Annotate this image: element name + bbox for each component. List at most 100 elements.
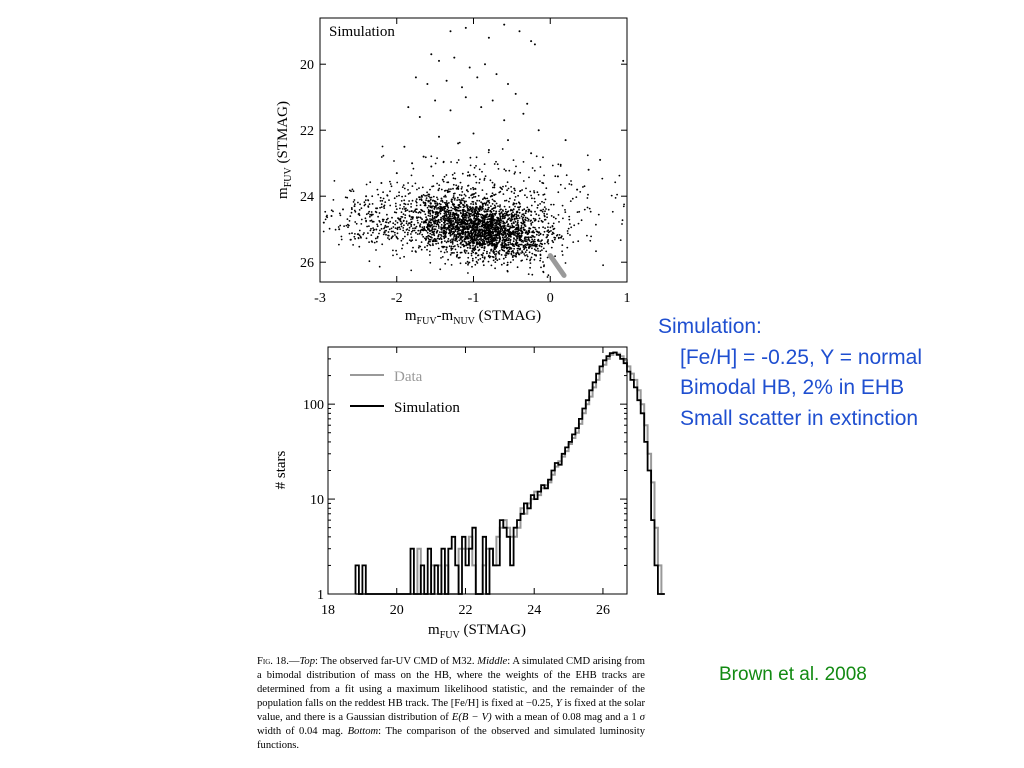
cmd-point	[348, 189, 351, 192]
cmd-point	[461, 216, 464, 219]
cmd-point	[480, 201, 482, 204]
cmd-point	[367, 232, 369, 235]
lf-series-simulation	[354, 351, 665, 595]
cmd-point	[455, 187, 458, 190]
cmd-point	[420, 228, 423, 231]
cmd-point	[522, 228, 525, 231]
cmd-point	[457, 233, 459, 235]
cmd-point	[530, 210, 532, 213]
cmd-point	[483, 235, 486, 238]
cmd-point	[619, 239, 622, 242]
cmd-point	[401, 208, 404, 210]
cmd-point	[499, 204, 501, 207]
cmd-point	[533, 258, 536, 261]
cmd-point	[557, 191, 560, 194]
cmd-point	[427, 242, 429, 245]
cmd-point	[477, 215, 480, 218]
cmd-point	[478, 238, 481, 241]
cmd-point	[483, 179, 486, 181]
cmd-point	[381, 243, 384, 246]
cmd-point	[582, 186, 584, 188]
cmd-point	[491, 244, 493, 247]
cmd-point	[537, 204, 539, 207]
cmd-point	[495, 241, 498, 244]
cmd-point	[510, 250, 513, 253]
cmd-point	[445, 196, 447, 198]
cmd-point	[467, 252, 470, 255]
cmd-point-sparse	[353, 205, 356, 208]
cmd-point	[358, 209, 361, 211]
cmd-point	[586, 197, 589, 199]
cmd-point	[576, 211, 579, 214]
cmd-point	[533, 253, 536, 256]
cmd-point	[429, 250, 431, 253]
cmd-point	[380, 203, 383, 206]
cmd-point	[546, 276, 549, 278]
cmd-point	[419, 224, 421, 227]
cmd-point	[389, 190, 391, 193]
cmd-point	[522, 241, 524, 243]
cmd-point	[364, 203, 367, 206]
cmd-point-sparse	[461, 86, 463, 89]
cmd-point	[535, 155, 538, 158]
cmd-point	[464, 195, 467, 197]
cmd-point	[375, 211, 378, 214]
cmd-point	[453, 231, 456, 234]
cmd-point	[534, 210, 536, 213]
cmd-point	[446, 181, 449, 184]
cmd-point	[410, 269, 413, 272]
caption-dash: —	[288, 656, 300, 667]
cmd-point	[463, 202, 466, 204]
cmd-point	[429, 205, 432, 208]
cmd-point	[479, 225, 481, 228]
cmd-point	[478, 233, 481, 236]
cmd-point	[418, 232, 421, 235]
cmd-point	[444, 262, 447, 265]
cmd-point	[490, 216, 493, 218]
cmd-point	[538, 244, 541, 247]
cmd-point	[403, 208, 406, 210]
cmd-point	[480, 253, 483, 256]
cmd-point	[448, 229, 450, 231]
cmd-point	[446, 251, 448, 253]
cmd-point	[410, 230, 413, 233]
cmd-point	[520, 240, 523, 243]
cmd-point	[622, 205, 625, 208]
cmd-point	[428, 210, 430, 212]
cmd-point	[407, 189, 409, 191]
cmd-point	[536, 206, 539, 209]
cmd-point	[457, 236, 460, 239]
cmd-point	[392, 249, 394, 252]
cmd-point	[527, 236, 530, 239]
cmd-point	[530, 236, 533, 239]
cmd-point	[400, 239, 403, 242]
cmd-point	[429, 203, 432, 205]
cmd-point	[466, 225, 469, 228]
cmd-point	[483, 247, 486, 250]
cmd-point	[586, 206, 589, 209]
cmd-point	[505, 169, 507, 172]
cmd-point	[595, 223, 597, 226]
cmd-point	[460, 230, 463, 233]
cmd-point	[352, 201, 355, 203]
cmd-point	[381, 145, 384, 148]
cmd-point	[464, 227, 466, 230]
cmd-point-sparse	[380, 182, 383, 184]
cmd-point	[512, 252, 515, 254]
cmd-point	[428, 200, 431, 202]
cmd-point	[503, 262, 505, 265]
cmd-point	[520, 233, 523, 235]
cmd-point	[440, 200, 442, 202]
cmd-point	[352, 190, 355, 193]
cmd-point	[447, 217, 450, 219]
cmd-point	[418, 196, 420, 199]
cmd-point	[429, 232, 432, 235]
cmd-point	[476, 241, 479, 244]
cmd-point	[494, 267, 496, 270]
cmd-point	[461, 186, 463, 188]
cmd-point	[494, 227, 497, 230]
cmd-point	[515, 224, 517, 227]
cmd-point	[540, 245, 543, 248]
cmd-point	[372, 227, 374, 230]
cmd-point	[461, 208, 464, 211]
